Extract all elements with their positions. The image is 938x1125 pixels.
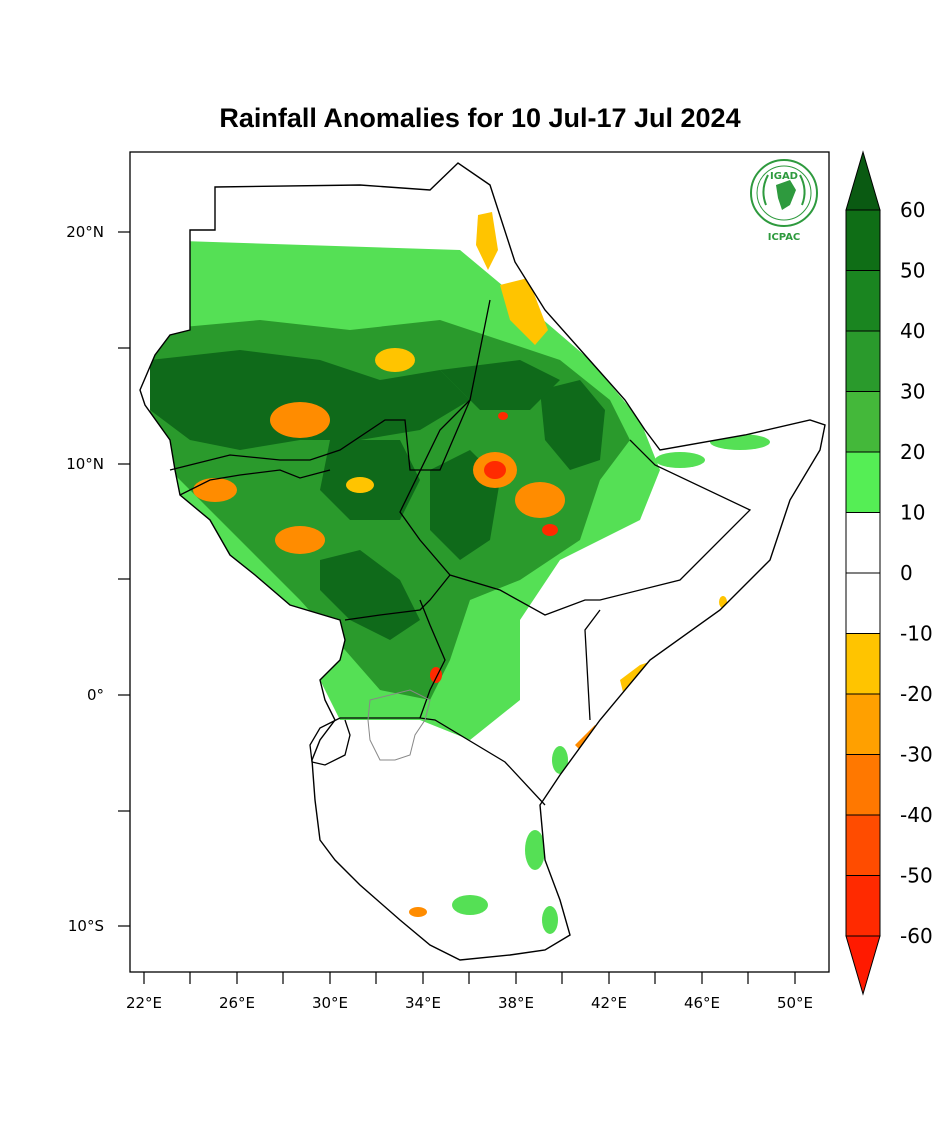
lon-label: 34°E <box>405 994 441 1012</box>
colorbar-bottom-arrow <box>845 935 881 996</box>
colorbar-segment <box>845 391 881 453</box>
colorbar-tick-label: -40 <box>900 803 933 827</box>
lon-label: 30°E <box>312 994 348 1012</box>
colorbar: 60 50 40 30 20 10 0 -10 -20 -30 -40 -50 -60 <box>845 150 933 996</box>
colorbar-tick-label: 40 <box>900 319 925 343</box>
colorbar-segment <box>845 693 881 755</box>
colorbar-segment <box>845 451 881 513</box>
colorbar-segment <box>845 814 881 876</box>
colorbar-segment <box>845 330 881 392</box>
colorbar-tick-label: -20 <box>900 682 933 706</box>
colorbar-segment <box>845 875 881 937</box>
icpac-logo: IGAD ICPAC <box>750 159 818 243</box>
lon-labels: 22°E 26°E 30°E 34°E 38°E 42°E 46°E 50°E <box>126 994 813 1012</box>
lon-label: 38°E <box>498 994 534 1012</box>
colorbar-segment <box>845 209 881 271</box>
colorbar-tick-label: 60 <box>900 198 925 222</box>
lon-label: 22°E <box>126 994 162 1012</box>
colorbar-tick-label: -60 <box>900 924 933 948</box>
colorbar-segment <box>845 572 881 634</box>
colorbar-segment <box>845 270 881 332</box>
lon-label: 50°E <box>777 994 813 1012</box>
lake-victoria <box>367 689 431 761</box>
lat-labels: 20°N 10°N 0° 10°S <box>66 223 104 935</box>
colorbar-tick-label: -30 <box>900 743 933 767</box>
colorbar-tick-label: 10 <box>900 501 925 525</box>
map-title: Rainfall Anomalies for 10 Jul-17 Jul 202… <box>219 103 741 133</box>
colorbar-segment <box>845 512 881 574</box>
colorbar-segment <box>845 633 881 695</box>
colorbar-tick-label: -50 <box>900 864 933 888</box>
lat-label: 20°N <box>66 223 104 241</box>
colorbar-tick-label: 0 <box>900 561 913 585</box>
lon-label: 26°E <box>219 994 255 1012</box>
colorbar-tick-label: 20 <box>900 440 925 464</box>
colorbar-tick-label: 30 <box>900 380 925 404</box>
colorbar-tick-label: 50 <box>900 259 925 283</box>
lon-label: 46°E <box>684 994 720 1012</box>
lat-label: 10°N <box>66 455 104 473</box>
country-borders <box>169 299 752 806</box>
lat-label: 10°S <box>68 917 104 935</box>
colorbar-top-arrow <box>845 150 881 211</box>
anomaly-field <box>150 212 770 934</box>
colorbar-segment <box>845 754 881 816</box>
region-outline <box>139 162 826 961</box>
lon-label: 42°E <box>591 994 627 1012</box>
lat-label: 0° <box>87 686 104 704</box>
lon-ticks <box>143 972 796 984</box>
logo-top-text: IGAD <box>770 171 798 182</box>
logo-bottom-text: ICPAC <box>768 232 801 243</box>
colorbar-tick-label: -10 <box>900 622 933 646</box>
lat-ticks <box>118 231 130 927</box>
